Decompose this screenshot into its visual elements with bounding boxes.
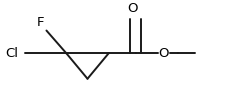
Text: O: O xyxy=(127,3,137,16)
Text: O: O xyxy=(159,47,169,60)
Text: F: F xyxy=(37,16,44,29)
Text: Cl: Cl xyxy=(5,47,18,60)
